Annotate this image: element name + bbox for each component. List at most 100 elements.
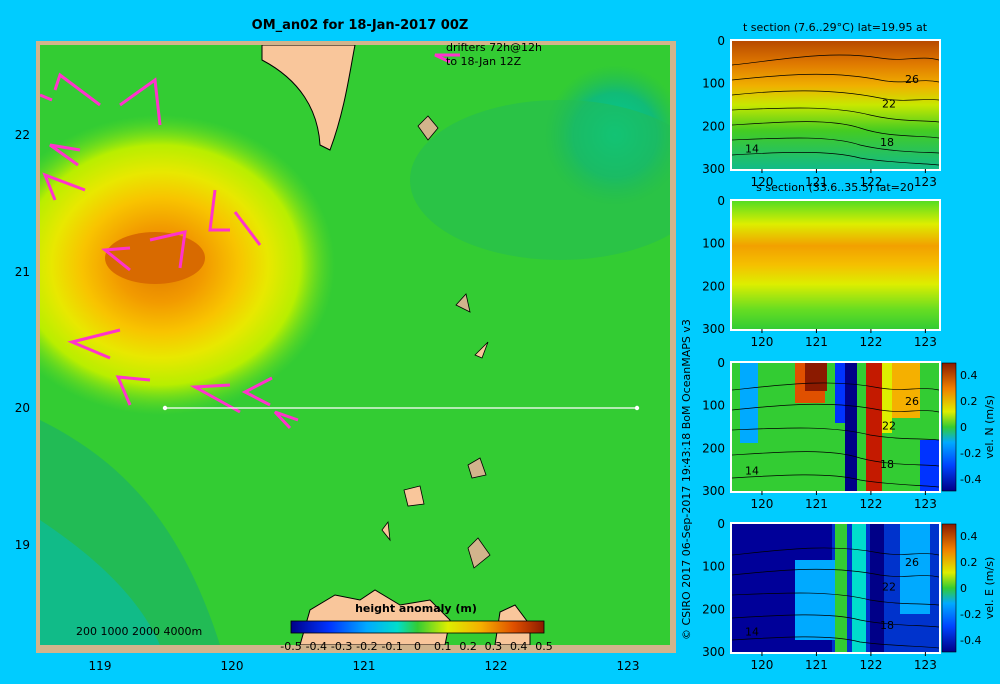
depth-legend: 200 1000 2000 4000m: [76, 625, 202, 638]
panel1-contours: [732, 54, 939, 166]
lon-tick-119: 119: [89, 659, 112, 673]
contour-label: 18: [880, 458, 894, 471]
section-y-tick: 0: [717, 34, 725, 48]
map-lon-ticks: 119 120 121 122 123: [89, 659, 640, 673]
section-y-tick: 0: [717, 356, 725, 370]
section-y-tick: 300: [702, 484, 725, 498]
main-title: OM_an02 for 18-Jan-2017 00Z: [252, 18, 469, 33]
section-x-tick: 120: [751, 497, 774, 511]
section-y-tick: 200: [702, 279, 725, 293]
ve-band-2: [795, 560, 840, 640]
section-x-tick: 123: [914, 497, 937, 511]
colorbar-tick: 0.3: [485, 640, 503, 653]
ve-band-4: [852, 524, 866, 652]
cbar-tick: 0: [960, 582, 967, 595]
contour-label: 22: [882, 420, 896, 433]
lon-tick-121: 121: [353, 659, 376, 673]
colorbar-tick: 0.2: [459, 640, 477, 653]
colorbar-tick: -0.2: [356, 640, 377, 653]
section-x-tick: 122: [859, 335, 882, 349]
cbar-tick: 0.2: [960, 556, 978, 569]
contour-label: 22: [882, 98, 896, 111]
vel-n-colorbar-gradient: [941, 362, 957, 492]
section-y-tick: 100: [702, 560, 725, 574]
section-y-tick: 200: [702, 441, 725, 455]
green-eddy-e: [410, 100, 670, 260]
cbar-tick: 0.2: [960, 395, 978, 408]
height-colorbar: height anomaly (m) -0.5 -0.4 -0.3 -0.2 -0.1 0…: [280, 602, 552, 653]
section-y-tick: 100: [702, 77, 725, 91]
vel-e-colorbar-gradient: [941, 523, 957, 653]
vel-e-colorbar: vel. E (m/s) 0.4 0.2 0 -0.2 -0.4: [941, 523, 996, 653]
ve-band-3: [835, 524, 847, 652]
section-y-tick: 300: [702, 322, 725, 336]
section-x-tick: 120: [751, 175, 774, 189]
section-x-tick: 123: [914, 335, 937, 349]
cbar-tick: -0.4: [960, 473, 981, 486]
vn-band-1: [740, 363, 758, 443]
section-x-tick: 123: [914, 658, 937, 672]
section-x-tick: 122: [859, 658, 882, 672]
vel-e-colorbar-label: vel. E (m/s): [983, 557, 996, 620]
vn-band-8: [892, 363, 920, 418]
cbar-tick: 0: [960, 421, 967, 434]
vn-band-5: [845, 363, 857, 491]
colorbar-gradient: [290, 620, 545, 634]
section-axes: 120 121 122 123 0 100 200 300 26 22 18 14 120 121 122 1…: [702, 34, 937, 672]
cbar-tick: 0.4: [960, 369, 978, 382]
lon-tick-120: 120: [221, 659, 244, 673]
section-x-tick: 122: [859, 175, 882, 189]
taiwan-coast: [261, 45, 356, 151]
panel2-title: s section (33.6..35.5) lat=20: [756, 181, 914, 194]
island-3: [474, 341, 489, 359]
contour-label: 18: [880, 619, 894, 632]
section-x-tick: 121: [805, 497, 828, 511]
vel-e-colorbar-ticks: 0.4 0.2 0 -0.2 -0.4: [960, 530, 981, 647]
colorbar-ticks: -0.5 -0.4 -0.3 -0.2 -0.1 0 0.1 0.2 0.3 0.4 0.5: [280, 640, 552, 653]
contour-label: 26: [905, 556, 919, 569]
section-x-tick: 123: [914, 175, 937, 189]
vel-n-colorbar-ticks: 0.4 0.2 0 -0.2 -0.4: [960, 369, 981, 486]
section-y-tick: 0: [717, 517, 725, 531]
contour-label: 14: [745, 464, 759, 477]
cbar-tick: 0.4: [960, 530, 978, 543]
lon-tick-122: 122: [485, 659, 508, 673]
cbar-tick: -0.4: [960, 634, 981, 647]
vel-n-section: vel. N (m/s) 0.4 0.2 0 -0.2 -0.4: [730, 361, 996, 493]
temperature-section: t section (7.6..29°C) lat=19.95 at: [730, 21, 941, 171]
island-6: [467, 537, 491, 569]
cbar-tick: -0.2: [960, 608, 981, 621]
deep-basin-sw: [40, 520, 160, 645]
section-y-tick: 300: [702, 645, 725, 659]
section-x-tick: 120: [751, 658, 774, 672]
island-5: [403, 485, 425, 507]
vn-band-3: [805, 363, 827, 391]
warm-core: [105, 232, 205, 284]
vn-band-7: [882, 363, 892, 433]
contour-label: 14: [745, 625, 759, 638]
lat-tick-22: 22: [15, 128, 30, 142]
colorbar-tick: 0.4: [510, 640, 528, 653]
credit-text: © CSIRO 2017 06-Sep-2017 19:43:18 BoM Oc…: [680, 319, 693, 640]
vel-e-section: vel. E (m/s) 0.4 0.2 0 -0.2 -0.4: [730, 522, 996, 654]
contour-label: 22: [882, 581, 896, 594]
section-line-end: [634, 405, 640, 411]
section-x-tick: 121: [805, 335, 828, 349]
contour-label: 26: [905, 73, 919, 86]
colorbar-tick: 0: [414, 640, 421, 653]
lat-tick-19: 19: [15, 538, 30, 552]
section-y-tick: 200: [702, 119, 725, 133]
drifter-tracks: [40, 53, 460, 430]
contour-label: 26: [905, 395, 919, 408]
panel1-field: [732, 41, 939, 169]
height-anomaly-map: drifters 72h@12h to 18-Jan 12Z 200 1000 …: [15, 41, 676, 673]
vn-band-6: [866, 363, 882, 491]
panel1-title: t section (7.6..29°C) lat=19.95 at: [743, 21, 928, 34]
colorbar-tick: -0.4: [306, 640, 327, 653]
panel3-contours: [732, 382, 939, 488]
contour-label: 14: [745, 142, 759, 155]
section-y-tick: 100: [702, 237, 725, 251]
colorbar-tick: 0.1: [434, 640, 452, 653]
lat-tick-21: 21: [15, 265, 30, 279]
